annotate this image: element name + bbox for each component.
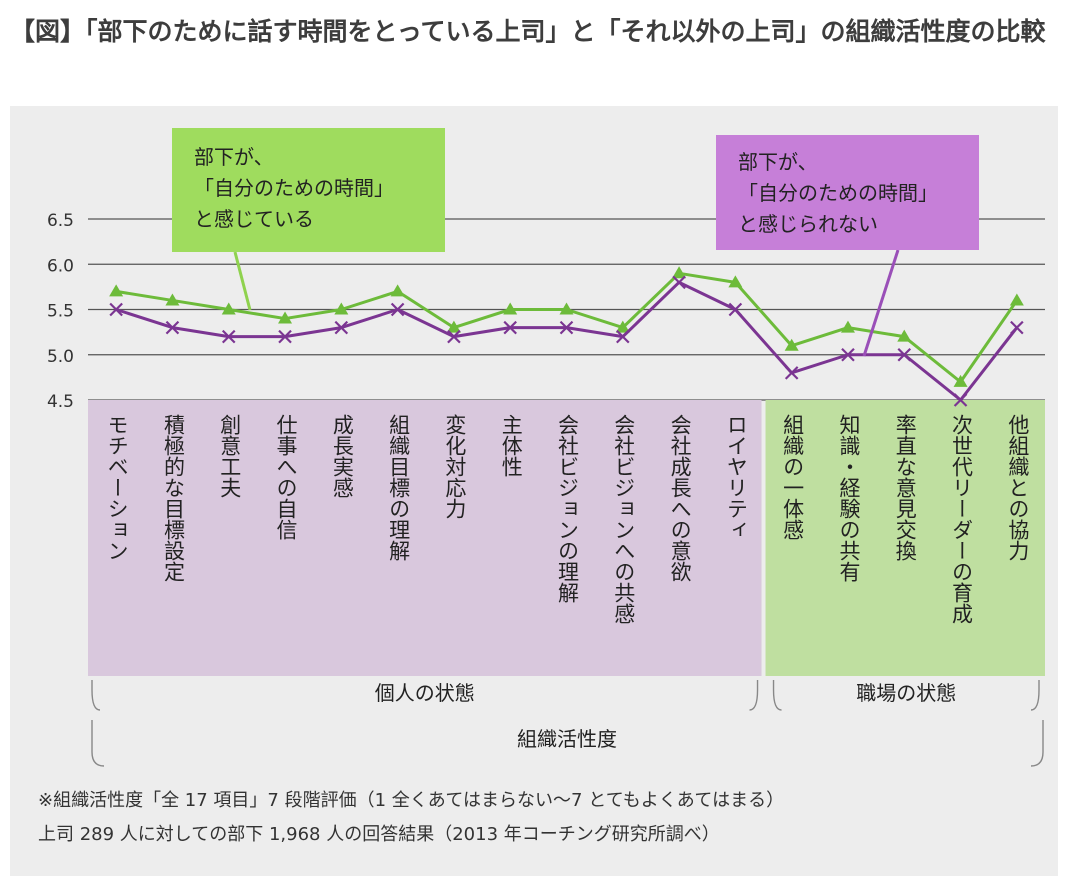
category-label: 積極的な目標設定	[161, 414, 185, 582]
category-band	[88, 400, 762, 676]
data-point-x	[559, 320, 574, 335]
callout-b-line-3: と感じられない	[738, 212, 878, 236]
group-label: 個人の状態	[375, 681, 475, 705]
callout-b-leader	[862, 249, 900, 357]
data-point-x	[728, 302, 743, 317]
data-point-x	[109, 302, 123, 317]
y-tick-label: 4.5	[47, 392, 74, 412]
category-label: 率直な意見交換	[893, 414, 917, 561]
data-point-x	[841, 347, 855, 362]
data-point-x	[897, 347, 912, 362]
y-axis-ticks: 6.5 6.0 5.5 5.0 4.5	[47, 211, 74, 412]
category-label: 主体性	[499, 414, 523, 477]
data-point-x	[672, 275, 686, 290]
callout-a-line-1: 部下が、	[194, 145, 274, 169]
y-tick-label: 6.0	[47, 256, 74, 276]
data-point-x	[616, 329, 630, 344]
data-point-triangle	[559, 302, 574, 315]
callout-a-line-2: 「自分のための時間」	[194, 176, 394, 200]
category-labels: モチベーション 積極的な目標設定 創意工夫 仕事への自信 成長実感 組織目標の理解 変化対応…	[105, 414, 1030, 624]
callout-a-line-3: と感じている	[194, 207, 314, 231]
category-label: 成長実感	[330, 414, 354, 498]
chart-title: 【図】「部下のために話す時間をとっている上司」と「それ以外の上司」の組織活性度の…	[10, 17, 1046, 46]
callout-a-leader	[233, 251, 252, 311]
category-label: 他組織との協力	[1006, 414, 1030, 561]
data-point-x	[1010, 320, 1024, 335]
data-point-triangle	[390, 284, 405, 297]
overall-label: 組織活性度	[517, 727, 617, 751]
footnote-scale: ※組織活性度「全 17 項目」7 段階評価（1 全くあてはまらない〜7 とてもよ…	[38, 790, 785, 811]
data-point-x	[390, 302, 405, 317]
data-point-triangle	[1009, 293, 1024, 306]
series-lines	[109, 266, 1024, 407]
data-point-x	[334, 320, 349, 335]
callout-feels-own-time: 部下が、 「自分のための時間」 と感じている	[172, 128, 445, 252]
data-point-triangle	[503, 302, 518, 315]
data-point-triangle	[109, 284, 124, 297]
callout-b-line-2: 「自分のための時間」	[738, 181, 938, 205]
footnote-source: 上司 289 人に対しての部下 1,968 人の回答結果（2013 年コーチング…	[38, 824, 720, 845]
category-label: 組織の一体感	[781, 414, 805, 540]
category-label: 創意工夫	[218, 414, 242, 498]
data-point-triangle	[334, 302, 349, 315]
category-bands	[88, 400, 1045, 676]
data-point-triangle	[784, 338, 799, 351]
data-point-x	[278, 329, 292, 344]
category-label: 変化対応力	[443, 414, 467, 519]
category-label: モチベーション	[105, 414, 129, 561]
y-tick-label: 5.5	[47, 302, 74, 322]
data-point-x	[953, 393, 968, 407]
data-point-triangle	[728, 275, 743, 288]
data-point-triangle	[840, 320, 855, 333]
data-point-triangle	[446, 320, 461, 333]
callout-b-line-1: 部下が、	[738, 150, 818, 174]
category-label: 会社ビジョンの理解	[556, 414, 580, 603]
data-point-triangle	[165, 293, 180, 306]
category-band	[765, 400, 1045, 676]
category-label: ロイヤリティ	[724, 414, 748, 540]
callout-not-own-time: 部下が、 「自分のための時間」 と感じられない	[716, 135, 979, 250]
data-point-triangle	[221, 302, 236, 315]
category-label: 次世代リーダーの育成	[950, 414, 974, 624]
overall-bracket	[91, 720, 1044, 767]
category-label: 会社ビジョンへの共感	[612, 414, 636, 624]
data-point-triangle	[278, 311, 293, 324]
data-point-triangle	[615, 320, 630, 333]
category-label: 会社成長への意欲	[668, 414, 692, 582]
group-bracket	[91, 680, 759, 711]
group-bracket	[772, 680, 1040, 711]
category-label: 組織目標の理解	[387, 414, 411, 561]
category-label: 知識・経験の共有	[837, 414, 861, 582]
data-point-triangle	[672, 266, 687, 279]
data-point-x	[165, 320, 180, 335]
data-point-x	[221, 329, 236, 344]
data-point-x	[784, 366, 799, 380]
category-label: 仕事への自信	[274, 414, 298, 540]
data-point-x	[447, 329, 461, 344]
data-point-x	[503, 320, 517, 335]
y-tick-label: 5.0	[47, 347, 74, 367]
y-tick-label: 6.5	[47, 211, 74, 231]
data-point-triangle	[897, 329, 912, 342]
group-label: 職場の状態	[856, 681, 956, 705]
data-point-triangle	[953, 374, 968, 387]
